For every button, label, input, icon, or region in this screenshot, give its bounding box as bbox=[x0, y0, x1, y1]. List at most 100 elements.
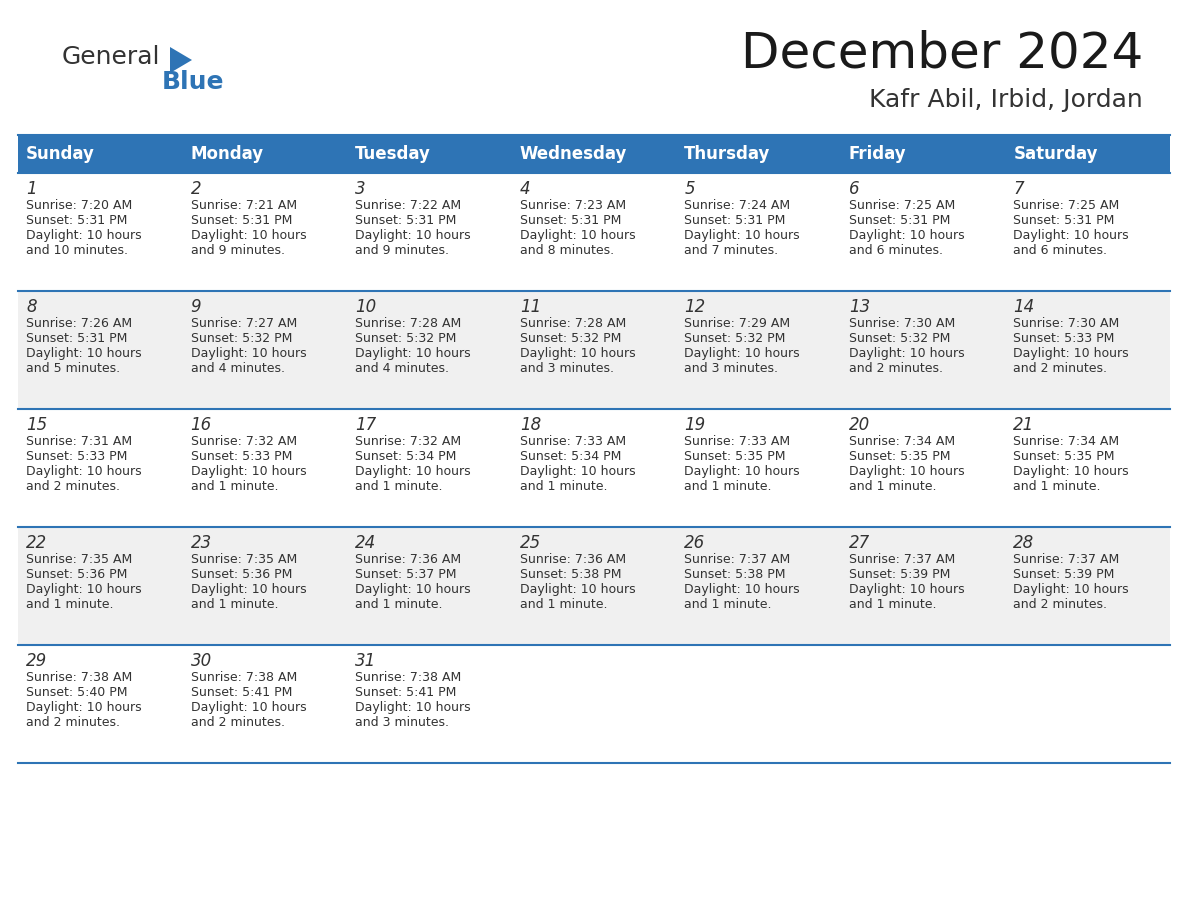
Text: and 2 minutes.: and 2 minutes. bbox=[1013, 362, 1107, 375]
Text: Friday: Friday bbox=[849, 145, 906, 163]
Text: and 3 minutes.: and 3 minutes. bbox=[519, 362, 614, 375]
Text: 21: 21 bbox=[1013, 416, 1035, 434]
Text: Sunset: 5:31 PM: Sunset: 5:31 PM bbox=[684, 214, 785, 227]
Text: Sunrise: 7:30 AM: Sunrise: 7:30 AM bbox=[849, 317, 955, 330]
Text: Sunset: 5:41 PM: Sunset: 5:41 PM bbox=[355, 686, 456, 699]
Text: 4: 4 bbox=[519, 180, 530, 198]
Text: Sunday: Sunday bbox=[26, 145, 95, 163]
Text: Daylight: 10 hours: Daylight: 10 hours bbox=[684, 347, 800, 360]
Text: Daylight: 10 hours: Daylight: 10 hours bbox=[355, 465, 470, 478]
Bar bbox=[18, 527, 1170, 645]
Text: Sunrise: 7:37 AM: Sunrise: 7:37 AM bbox=[849, 553, 955, 566]
Text: and 2 minutes.: and 2 minutes. bbox=[1013, 598, 1107, 611]
Text: and 3 minutes.: and 3 minutes. bbox=[355, 716, 449, 729]
Text: Sunrise: 7:37 AM: Sunrise: 7:37 AM bbox=[1013, 553, 1119, 566]
Text: Sunrise: 7:25 AM: Sunrise: 7:25 AM bbox=[1013, 199, 1119, 212]
Text: 29: 29 bbox=[26, 652, 48, 670]
Text: Sunrise: 7:23 AM: Sunrise: 7:23 AM bbox=[519, 199, 626, 212]
Text: Thursday: Thursday bbox=[684, 145, 771, 163]
Text: Daylight: 10 hours: Daylight: 10 hours bbox=[190, 347, 307, 360]
Text: and 1 minute.: and 1 minute. bbox=[355, 480, 443, 493]
Text: Sunset: 5:31 PM: Sunset: 5:31 PM bbox=[849, 214, 950, 227]
Text: 20: 20 bbox=[849, 416, 870, 434]
Text: and 1 minute.: and 1 minute. bbox=[519, 480, 607, 493]
Text: Sunset: 5:36 PM: Sunset: 5:36 PM bbox=[190, 568, 292, 581]
Text: 26: 26 bbox=[684, 534, 706, 552]
Text: 9: 9 bbox=[190, 298, 201, 316]
Text: Sunrise: 7:28 AM: Sunrise: 7:28 AM bbox=[519, 317, 626, 330]
Text: Sunset: 5:31 PM: Sunset: 5:31 PM bbox=[26, 214, 127, 227]
Text: Sunrise: 7:27 AM: Sunrise: 7:27 AM bbox=[190, 317, 297, 330]
Text: Sunrise: 7:20 AM: Sunrise: 7:20 AM bbox=[26, 199, 132, 212]
Text: Sunset: 5:40 PM: Sunset: 5:40 PM bbox=[26, 686, 127, 699]
Text: Sunset: 5:31 PM: Sunset: 5:31 PM bbox=[1013, 214, 1114, 227]
Text: Sunrise: 7:34 AM: Sunrise: 7:34 AM bbox=[1013, 435, 1119, 448]
Text: Sunrise: 7:30 AM: Sunrise: 7:30 AM bbox=[1013, 317, 1119, 330]
Text: 5: 5 bbox=[684, 180, 695, 198]
Text: 7: 7 bbox=[1013, 180, 1024, 198]
Text: Sunrise: 7:32 AM: Sunrise: 7:32 AM bbox=[190, 435, 297, 448]
Text: Daylight: 10 hours: Daylight: 10 hours bbox=[684, 465, 800, 478]
Text: Daylight: 10 hours: Daylight: 10 hours bbox=[519, 465, 636, 478]
Text: and 1 minute.: and 1 minute. bbox=[849, 598, 936, 611]
Text: 10: 10 bbox=[355, 298, 377, 316]
Text: 13: 13 bbox=[849, 298, 870, 316]
Text: Tuesday: Tuesday bbox=[355, 145, 431, 163]
Text: and 6 minutes.: and 6 minutes. bbox=[1013, 244, 1107, 257]
Text: and 1 minute.: and 1 minute. bbox=[1013, 480, 1101, 493]
Text: 12: 12 bbox=[684, 298, 706, 316]
Text: Sunrise: 7:21 AM: Sunrise: 7:21 AM bbox=[190, 199, 297, 212]
Text: Daylight: 10 hours: Daylight: 10 hours bbox=[849, 229, 965, 242]
Text: and 1 minute.: and 1 minute. bbox=[190, 598, 278, 611]
Text: Daylight: 10 hours: Daylight: 10 hours bbox=[26, 229, 141, 242]
Text: Daylight: 10 hours: Daylight: 10 hours bbox=[190, 583, 307, 596]
Text: Sunset: 5:31 PM: Sunset: 5:31 PM bbox=[26, 332, 127, 345]
Text: Sunset: 5:37 PM: Sunset: 5:37 PM bbox=[355, 568, 456, 581]
Text: Sunset: 5:39 PM: Sunset: 5:39 PM bbox=[1013, 568, 1114, 581]
Text: 18: 18 bbox=[519, 416, 541, 434]
Text: Daylight: 10 hours: Daylight: 10 hours bbox=[355, 229, 470, 242]
Text: Daylight: 10 hours: Daylight: 10 hours bbox=[519, 229, 636, 242]
Text: Daylight: 10 hours: Daylight: 10 hours bbox=[1013, 229, 1129, 242]
Text: Sunrise: 7:38 AM: Sunrise: 7:38 AM bbox=[190, 671, 297, 684]
Text: Sunset: 5:35 PM: Sunset: 5:35 PM bbox=[684, 450, 785, 463]
Text: and 10 minutes.: and 10 minutes. bbox=[26, 244, 128, 257]
Text: 28: 28 bbox=[1013, 534, 1035, 552]
Text: Sunset: 5:32 PM: Sunset: 5:32 PM bbox=[355, 332, 456, 345]
Text: 19: 19 bbox=[684, 416, 706, 434]
Text: and 9 minutes.: and 9 minutes. bbox=[190, 244, 285, 257]
Text: Sunset: 5:38 PM: Sunset: 5:38 PM bbox=[684, 568, 785, 581]
Text: 30: 30 bbox=[190, 652, 211, 670]
Text: Daylight: 10 hours: Daylight: 10 hours bbox=[190, 465, 307, 478]
Text: and 2 minutes.: and 2 minutes. bbox=[190, 716, 285, 729]
Text: Sunrise: 7:36 AM: Sunrise: 7:36 AM bbox=[519, 553, 626, 566]
Text: Sunset: 5:31 PM: Sunset: 5:31 PM bbox=[355, 214, 456, 227]
Text: Sunrise: 7:38 AM: Sunrise: 7:38 AM bbox=[355, 671, 461, 684]
Text: Daylight: 10 hours: Daylight: 10 hours bbox=[684, 229, 800, 242]
Text: and 8 minutes.: and 8 minutes. bbox=[519, 244, 614, 257]
Text: Daylight: 10 hours: Daylight: 10 hours bbox=[849, 583, 965, 596]
Text: Sunset: 5:36 PM: Sunset: 5:36 PM bbox=[26, 568, 127, 581]
Text: Sunrise: 7:35 AM: Sunrise: 7:35 AM bbox=[190, 553, 297, 566]
Text: and 6 minutes.: and 6 minutes. bbox=[849, 244, 943, 257]
Text: Sunrise: 7:33 AM: Sunrise: 7:33 AM bbox=[519, 435, 626, 448]
Text: Sunset: 5:32 PM: Sunset: 5:32 PM bbox=[849, 332, 950, 345]
Text: and 4 minutes.: and 4 minutes. bbox=[190, 362, 285, 375]
Bar bbox=[18, 135, 1170, 173]
Text: and 4 minutes.: and 4 minutes. bbox=[355, 362, 449, 375]
Text: Sunset: 5:39 PM: Sunset: 5:39 PM bbox=[849, 568, 950, 581]
Text: 17: 17 bbox=[355, 416, 377, 434]
Text: Sunrise: 7:31 AM: Sunrise: 7:31 AM bbox=[26, 435, 132, 448]
Text: Sunrise: 7:36 AM: Sunrise: 7:36 AM bbox=[355, 553, 461, 566]
Text: Daylight: 10 hours: Daylight: 10 hours bbox=[519, 347, 636, 360]
Text: Daylight: 10 hours: Daylight: 10 hours bbox=[190, 701, 307, 714]
Text: 2: 2 bbox=[190, 180, 201, 198]
Text: Daylight: 10 hours: Daylight: 10 hours bbox=[26, 701, 141, 714]
Text: and 1 minute.: and 1 minute. bbox=[684, 480, 772, 493]
Text: 23: 23 bbox=[190, 534, 211, 552]
Bar bbox=[18, 291, 1170, 409]
Text: Daylight: 10 hours: Daylight: 10 hours bbox=[849, 347, 965, 360]
Text: Daylight: 10 hours: Daylight: 10 hours bbox=[26, 583, 141, 596]
Text: General: General bbox=[62, 45, 160, 69]
Text: 6: 6 bbox=[849, 180, 859, 198]
